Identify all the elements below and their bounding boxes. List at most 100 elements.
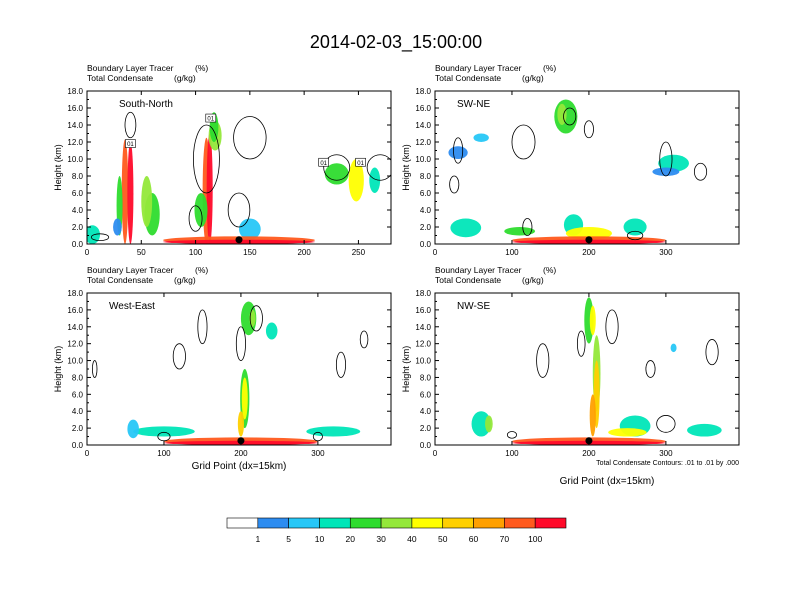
- tracer-shade: [237, 411, 245, 437]
- y-tick-label: 10.0: [67, 155, 83, 164]
- panel-title: Total Condensate: [435, 73, 501, 83]
- y-tick-label: 0.0: [72, 441, 84, 450]
- condensate-contour: [359, 330, 369, 349]
- location-marker: [235, 236, 243, 244]
- condensate-contour: [453, 137, 464, 164]
- x-tick-label: 200: [297, 248, 311, 257]
- contour-label: 01: [357, 161, 364, 167]
- shaded-field: [471, 297, 722, 445]
- contour-label-box: [125, 139, 136, 148]
- tracer-shade: [450, 218, 482, 238]
- y-tick-label: 14.0: [415, 121, 431, 130]
- x-tick-label: 0: [433, 449, 438, 458]
- y-tick-label: 12.0: [67, 340, 83, 349]
- colorbar: 1 5 10 20 30 40 50 60 70 100: [226, 517, 567, 544]
- x-tick-label: 300: [659, 248, 673, 257]
- panel-title: Boundary Layer Tracer: [435, 265, 522, 275]
- section-label: West-East: [109, 301, 155, 312]
- x-tick-label: 0: [85, 449, 90, 458]
- panel-units: (%): [195, 63, 208, 73]
- tracer-shade: [348, 159, 364, 202]
- tracer-shade: [121, 139, 129, 244]
- condensate-contour: [197, 309, 208, 345]
- tracer-shade: [670, 343, 677, 353]
- colorbar-swatch: [257, 517, 289, 529]
- condensate-contour: [659, 141, 673, 177]
- y-tick-label: 12.0: [415, 138, 431, 147]
- condensate-contour: [188, 205, 203, 232]
- y-tick-label: 16.0: [415, 104, 431, 113]
- condensate-contour: [576, 330, 586, 357]
- y-tick-label: 16.0: [67, 306, 83, 315]
- tracer-shade: [239, 218, 261, 240]
- condensate-contour: [563, 107, 577, 126]
- y-tick-label: 2.0: [420, 223, 432, 232]
- condensate-contour: [227, 192, 251, 228]
- plot-frame: [434, 90, 740, 245]
- tracer-shade: [306, 426, 361, 437]
- condensate-contour: [124, 111, 137, 139]
- y-tick-label: 14.0: [415, 323, 431, 332]
- x-tick-label: 50: [137, 248, 146, 257]
- x-tick-label: 150: [243, 248, 257, 257]
- tracer-shade: [687, 423, 722, 437]
- y-tick-label: 16.0: [415, 306, 431, 315]
- condensate-contour: [645, 360, 656, 378]
- condensate-contour: [506, 431, 517, 439]
- colorbar-swatch: [534, 517, 567, 529]
- location-marker: [237, 437, 245, 445]
- colorbar-swatch: [411, 517, 444, 529]
- tracer-shade: [369, 167, 381, 193]
- condensate-contour: [705, 339, 719, 366]
- colorbar-label: 20: [346, 534, 356, 544]
- y-tick-label: 12.0: [415, 340, 431, 349]
- condensate-contour: [312, 431, 323, 442]
- tracer-shade: [652, 167, 680, 176]
- y-tick-label: 4.0: [72, 206, 84, 215]
- section-label: SW-NE: [457, 99, 490, 110]
- y-tick-label: 18.0: [415, 289, 431, 298]
- shaded-field: [87, 111, 391, 244]
- condensate-contour: [583, 120, 594, 139]
- tracer-shade: [485, 415, 493, 433]
- y-tick-label: 0.0: [420, 240, 432, 249]
- condensate-contour: [157, 431, 171, 442]
- colorbar-label: 5: [286, 534, 291, 544]
- x-axis-label: Grid Point (dx=15km): [560, 476, 655, 487]
- shaded-field: [91, 301, 369, 445]
- colorbar-swatch: [442, 517, 474, 529]
- location-marker: [585, 437, 593, 445]
- panel-units: (%): [543, 63, 556, 73]
- x-tick-label: 300: [311, 449, 325, 458]
- y-tick-label: 6.0: [420, 390, 432, 399]
- tracer-shade: [589, 394, 596, 437]
- tracer-shade: [473, 133, 489, 142]
- y-tick-label: 8.0: [72, 172, 84, 181]
- condensate-contour: [235, 326, 246, 361]
- condensate-contour: [172, 343, 186, 370]
- tracer-shade: [504, 227, 536, 236]
- tracer-shade: [448, 146, 468, 159]
- condensate-contour: [536, 343, 550, 378]
- figure-title: 2014-02-03_15:00:00: [309, 32, 483, 52]
- tracer-shade: [471, 411, 491, 437]
- x-tick-label: 200: [582, 449, 596, 458]
- shaded-field: [448, 99, 708, 244]
- colorbar-label: 50: [438, 534, 448, 544]
- tracer-shade: [113, 218, 122, 236]
- y-tick-label: 6.0: [420, 189, 432, 198]
- condensate-contour: [627, 230, 644, 241]
- panel-units: (g/kg): [174, 73, 196, 83]
- panel-units: (g/kg): [174, 275, 196, 285]
- x-tick-label: 200: [582, 248, 596, 257]
- condensate-contour: [233, 116, 267, 160]
- colorbar-label: 60: [469, 534, 479, 544]
- y-tick-label: 2.0: [72, 424, 84, 433]
- x-tick-label: 0: [85, 248, 90, 257]
- condensate-contour: [366, 154, 391, 181]
- colorbar-swatch: [380, 517, 413, 529]
- colorbar-swatch: [319, 517, 351, 529]
- location-marker: [585, 236, 593, 244]
- x-tick-label: 250: [352, 248, 366, 257]
